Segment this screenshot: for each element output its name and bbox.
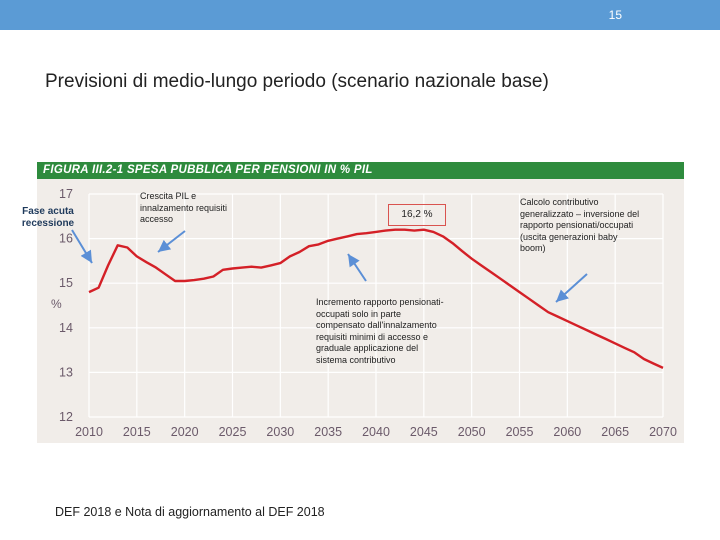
source-note: DEF 2018 e Nota di aggiornamento al DEF … (55, 505, 325, 519)
x-tick-label: 2015 (123, 425, 151, 439)
y-tick-label: 15 (59, 276, 73, 290)
chart-figure: FIGURA III.2-1 SPESA PUBBLICA PER PENSIO… (37, 162, 684, 443)
x-tick-label: 2025 (219, 425, 247, 439)
x-tick-label: 2055 (506, 425, 534, 439)
recession-annotation: Fase acuta recessione (21, 206, 75, 229)
x-axis-ticks: 2010 2015 2020 2025 2030 2035 2040 2045 2050 2055… (75, 425, 677, 439)
chart-title: FIGURA III.2-1 SPESA PUBBLICA PER PENSIO… (43, 164, 373, 176)
slide-title: Previsioni di medio-lungo periodo (scena… (45, 71, 549, 92)
y-axis-ticks: 12 13 14 15 16 17 (59, 187, 73, 424)
y-tick-label: 13 (59, 365, 73, 379)
x-tick-label: 2010 (75, 425, 103, 439)
x-tick-label: 2065 (601, 425, 629, 439)
slide-header-bar: 15 (0, 0, 720, 30)
x-tick-label: 2035 (314, 425, 342, 439)
data-series (88, 228, 664, 369)
x-tick-label: 2045 (410, 425, 438, 439)
figure-header-bar: FIGURA III.2-1 SPESA PUBBLICA PER PENSIO… (37, 162, 684, 179)
x-tick-label: 2030 (266, 425, 294, 439)
x-tick-label: 2020 (171, 425, 199, 439)
y-tick-label: 17 (59, 187, 73, 201)
contributory-calculation-annotation: Calcolo contributivo generalizzato – inv… (520, 197, 640, 253)
x-tick-label: 2070 (649, 425, 677, 439)
y-tick-label: 12 (59, 410, 73, 424)
y-tick-label: 16 (59, 232, 73, 246)
y-tick-label: 14 (59, 321, 73, 335)
pensioners-increase-annotation: Incremento rapporto pensionati- occupati… (316, 297, 444, 365)
x-tick-label: 2050 (458, 425, 486, 439)
x-tick-label: 2040 (362, 425, 390, 439)
page-number: 15 (608, 8, 622, 22)
y-axis-label: % (51, 297, 62, 311)
plot-area-background (37, 179, 684, 443)
x-tick-label: 2060 (553, 425, 581, 439)
pension-spending-line (88, 228, 664, 369)
gdp-growth-annotation: Crescita PIL e innalzamento requisiti ac… (140, 191, 228, 224)
peak-value-annotation: 16,2 % (388, 204, 446, 226)
